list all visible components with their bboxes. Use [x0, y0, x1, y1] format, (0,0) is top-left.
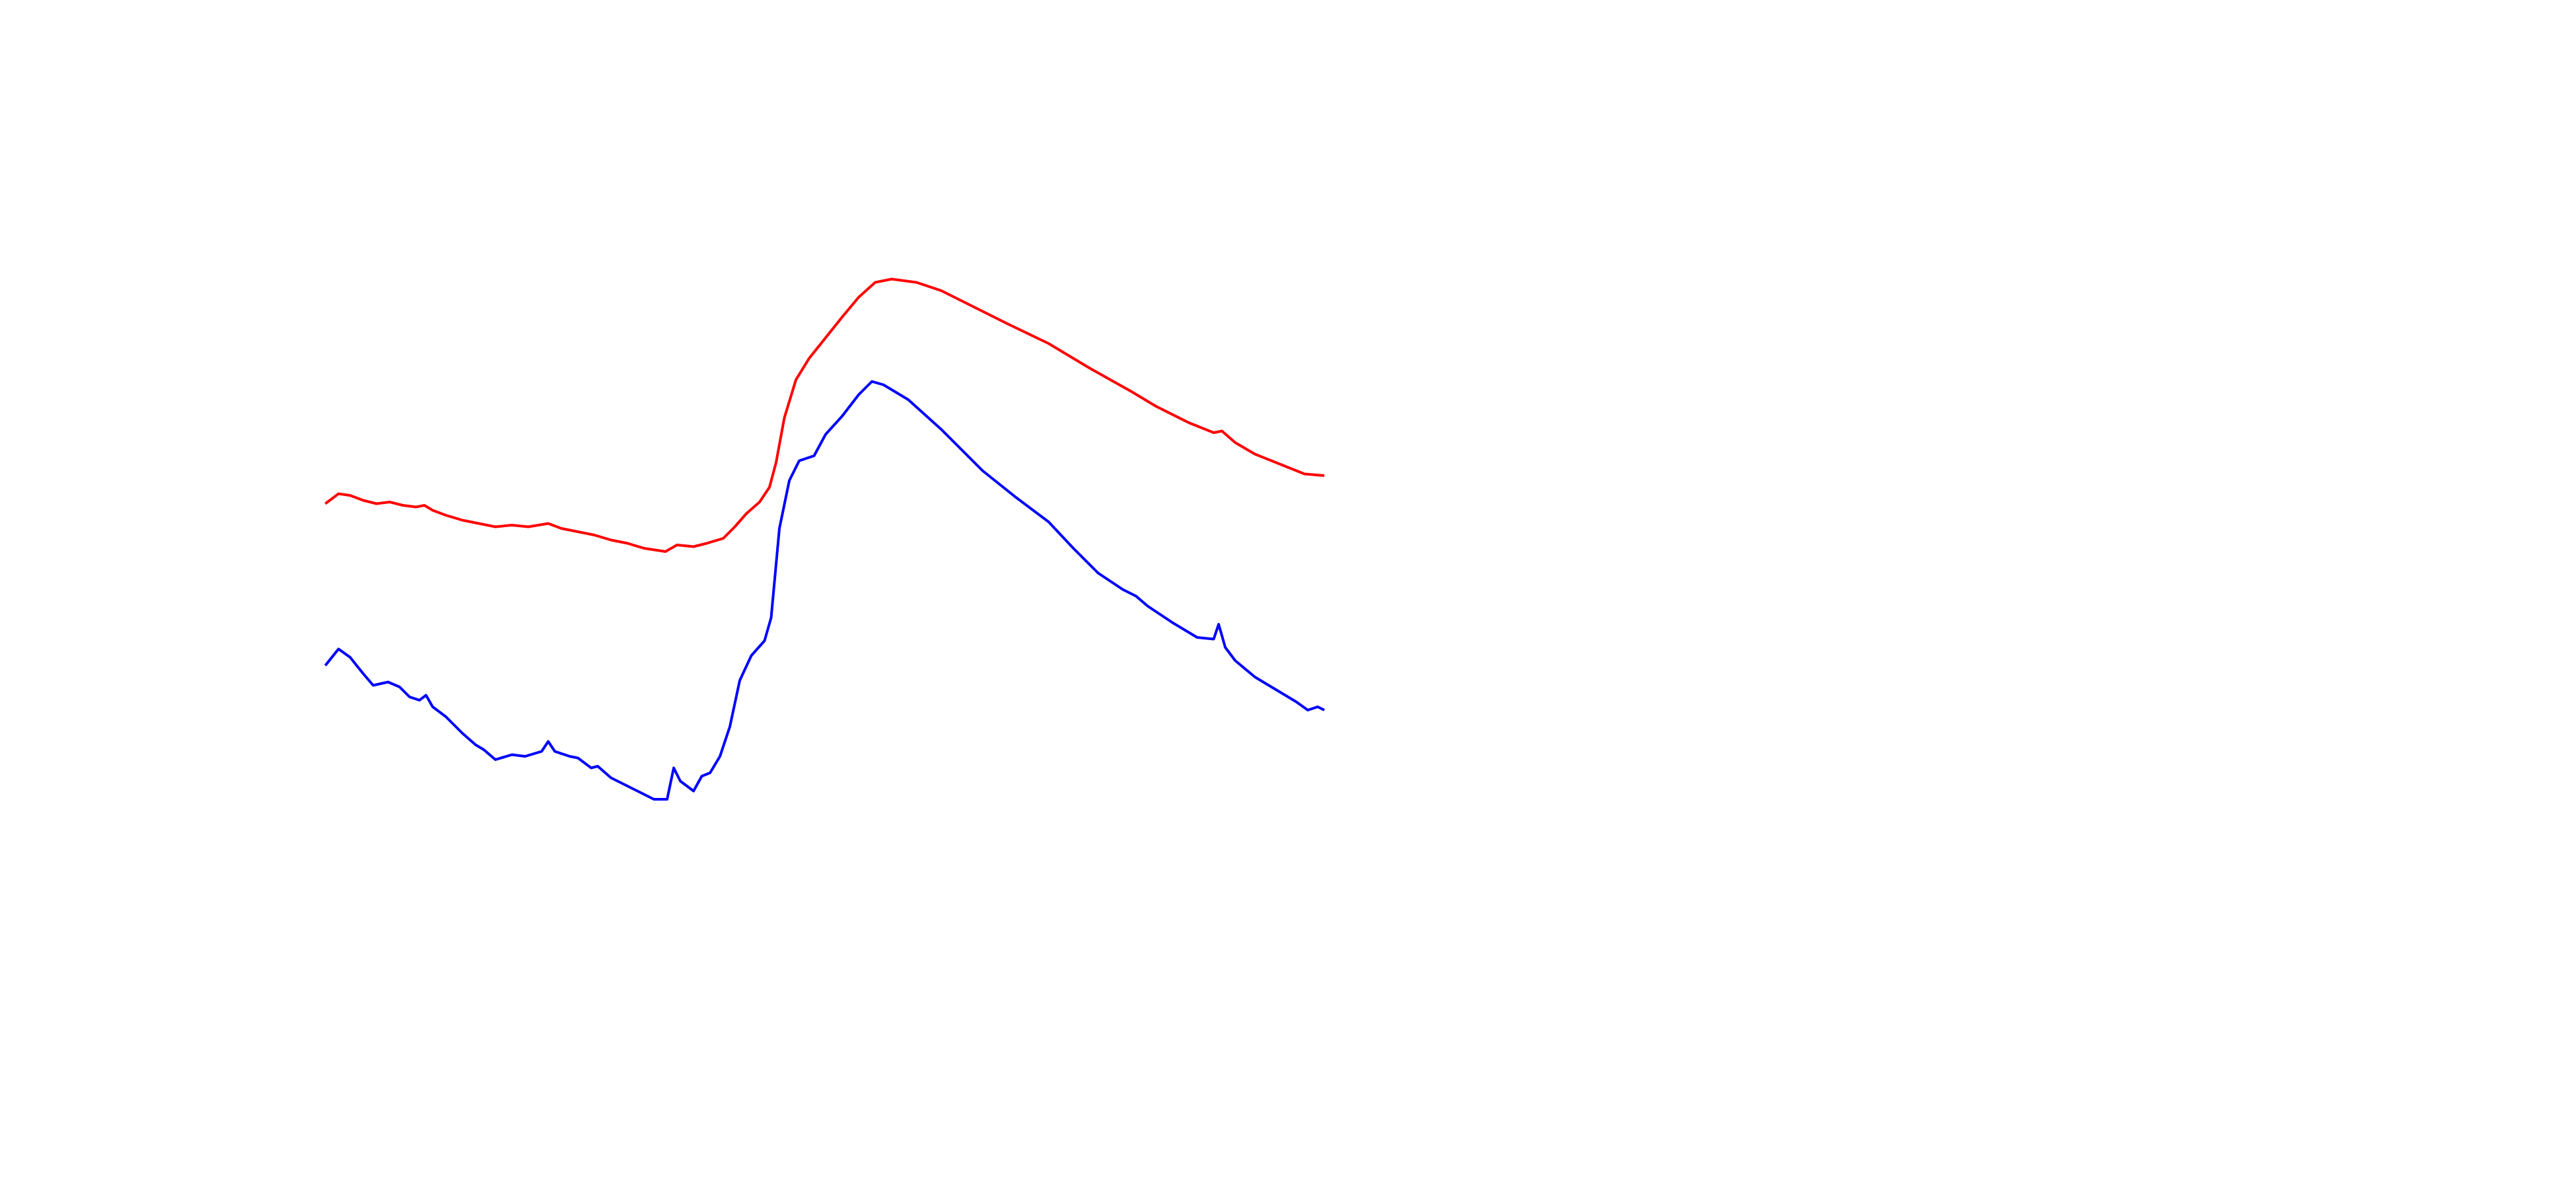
data-line — [324, 380, 1325, 801]
data-line — [324, 277, 1325, 553]
